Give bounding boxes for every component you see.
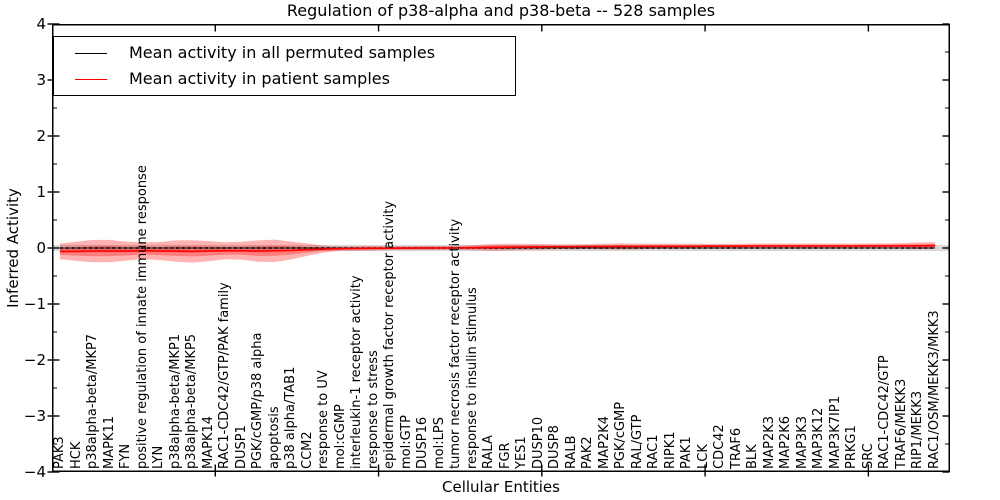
x-axis-label: Cellular Entities	[442, 478, 560, 496]
legend-entry-permuted: Mean activity in all permuted samples	[54, 43, 515, 63]
x-tick-label: LYN	[151, 445, 167, 469]
x-tick-label: tumor necrosis factor receptor activity	[448, 218, 464, 469]
legend-entry-patient: Mean activity in patient samples	[54, 69, 515, 89]
y-tick-label: 3	[36, 71, 46, 89]
x-tick-label: RAC1-CDC42/GTP	[877, 355, 893, 469]
x-tick-label: RALA	[481, 435, 497, 469]
x-tick-label: epidermal growth factor receptor activit…	[382, 200, 398, 469]
chart-title: Regulation of p38-alpha and p38-beta -- …	[286, 1, 716, 20]
legend: Mean activity in all permuted samples Me…	[53, 36, 516, 96]
y-tick-label: −1	[23, 295, 46, 313]
legend-label: Mean activity in all permuted samples	[129, 43, 436, 62]
x-tick-label: RALB	[563, 435, 579, 469]
x-tick-label: DUSP1	[233, 425, 249, 469]
x-tick-label: response to stress	[365, 350, 381, 469]
patient-band-inner	[60, 244, 935, 257]
x-tick-label: response to insulin stimulus	[464, 287, 480, 469]
x-tick-label: PGK/cGMP	[613, 401, 629, 469]
x-tick-label: PGK/cGMP/p38 alpha	[250, 332, 266, 469]
x-tick-label: BLK	[745, 444, 761, 469]
x-tick-label: interleukin-1 receptor activity	[349, 275, 365, 469]
x-tick-label: LCK	[695, 444, 711, 469]
x-tick-label: FYN	[118, 443, 134, 469]
y-tick-label: 4	[36, 15, 46, 33]
x-tick-label: CDC42	[712, 424, 728, 469]
x-tick-label: RIPK1	[662, 431, 678, 469]
x-tick-label: RAC1/OSM/MEKK3/MKK3	[926, 310, 942, 469]
x-tick-label: PAK1	[679, 436, 695, 469]
x-tick-label: TRAF6/MEKK3	[893, 378, 909, 469]
x-tick-label: RAL/GTP	[629, 414, 645, 469]
x-tick-label: MAPK11	[101, 415, 117, 469]
x-tick-label: PAK2	[580, 436, 596, 469]
x-tick-label: HCK	[68, 441, 84, 469]
x-tick-label: RAC1-CDC42/GTP/PAK family	[217, 282, 233, 469]
x-tick-label: MAP3K7IP1	[827, 396, 843, 469]
x-tick-label: p38alpha-beta/MKP5	[184, 333, 200, 469]
x-tick-label: DUSP8	[547, 425, 563, 469]
legend-line-red	[75, 78, 107, 80]
x-tick-label: MAP3K3	[794, 415, 810, 469]
y-tick-label: −3	[23, 407, 46, 425]
x-tick-label: PAK3	[52, 436, 67, 469]
x-tick-label: YES1	[514, 436, 530, 469]
patient-band-outer	[60, 239, 935, 263]
x-tick-label: DUSP10	[530, 416, 546, 469]
chart-canvas	[47, 23, 950, 477]
x-tick-label: RAC1	[646, 434, 662, 469]
x-tick-label: mol:GTP	[398, 415, 414, 469]
x-tick-label: RIP1/MEKK3	[910, 390, 926, 469]
x-tick-label: CCM2	[299, 431, 315, 469]
y-tick-label: 0	[36, 239, 46, 257]
plot-area	[47, 23, 950, 477]
x-tick-label: TRAF6	[728, 427, 744, 469]
y-tick-label: −4	[23, 463, 46, 481]
x-tick-label: DUSP16	[415, 416, 431, 469]
x-tick-label: PRKG1	[844, 425, 860, 469]
y-tick-label: 2	[36, 127, 46, 145]
x-tick-label: positive regulation of innate immune res…	[134, 165, 150, 469]
x-tick-label: p38alpha-beta/MKP1	[167, 333, 183, 469]
x-tick-label: FGR	[497, 442, 513, 469]
x-tick-label: p38alpha-beta/MKP7	[85, 333, 101, 469]
x-tick-label: MAP2K6	[778, 415, 794, 469]
legend-label: Mean activity in patient samples	[129, 69, 390, 88]
x-tick-label: p38 alpha/TAB1	[283, 366, 299, 469]
x-tick-label: mol:LPS	[431, 417, 447, 469]
x-tick-label: response to UV	[316, 370, 332, 469]
x-tick-label: mol:cGMP	[332, 404, 348, 469]
x-tick-label: MAP3K12	[811, 407, 827, 469]
y-tick-label: 1	[36, 183, 46, 201]
legend-line-black	[75, 52, 107, 54]
x-tick-label: MAPK14	[200, 415, 216, 469]
x-tick-label: apoptosis	[266, 406, 282, 469]
x-tick-label: SRC	[860, 443, 876, 469]
y-tick-label: −2	[23, 351, 46, 369]
x-tick-label: MAP2K4	[596, 415, 612, 469]
patient-mean-line	[60, 244, 936, 253]
x-tick-label: MAP2K3	[761, 415, 777, 469]
